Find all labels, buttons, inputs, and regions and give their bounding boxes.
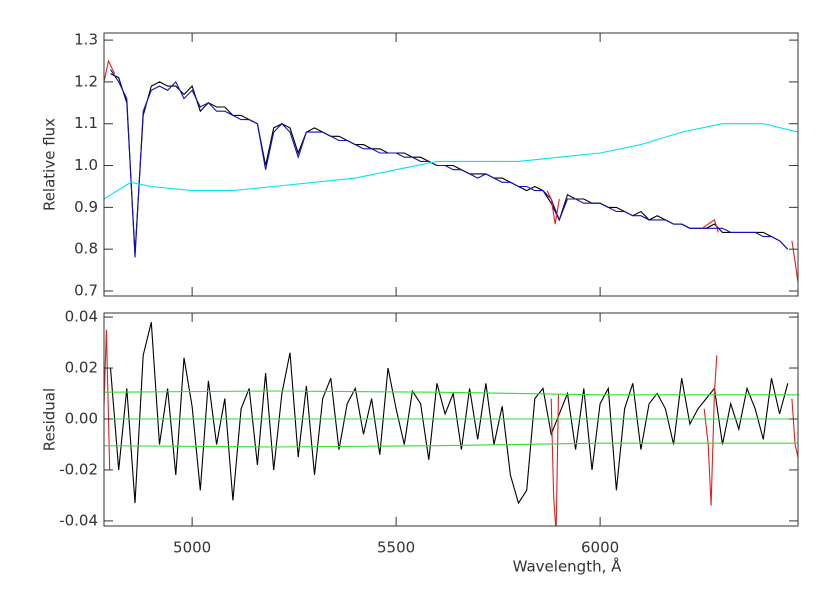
y-tick-label: 0.8 <box>74 240 98 258</box>
plot-frame <box>103 32 799 297</box>
y-tick-label: 0.02 <box>65 359 98 377</box>
data-line <box>104 329 798 526</box>
y-tick-label: 0.04 <box>65 308 98 326</box>
y-tick-label: 1.2 <box>74 72 98 90</box>
x-tick-label: 5000 <box>173 539 211 557</box>
x-axis-label: Wavelength, Å <box>513 557 623 576</box>
y-tick-label: 1.0 <box>74 156 98 174</box>
y-tick-label: 0.7 <box>74 281 98 299</box>
y-axis-label: Relative flux <box>41 118 59 211</box>
y-tick-label: 0.00 <box>65 409 98 427</box>
data-line <box>104 442 798 448</box>
data-line <box>109 322 789 505</box>
plot-frame <box>103 312 799 527</box>
data-line <box>104 59 798 283</box>
x-tick-label: 6000 <box>581 539 619 557</box>
data-line <box>110 69 789 258</box>
y-tick-label: 1.3 <box>74 31 98 49</box>
y-tick-label: -0.04 <box>59 511 98 529</box>
y-axis-label: Residual <box>41 388 59 451</box>
data-line <box>104 123 798 200</box>
y-tick-label: 0.9 <box>74 198 98 216</box>
y-tick-label: 1.1 <box>74 114 98 132</box>
data-line <box>104 390 798 396</box>
x-tick-label: 5500 <box>377 539 415 557</box>
y-tick-label: -0.02 <box>59 460 98 478</box>
